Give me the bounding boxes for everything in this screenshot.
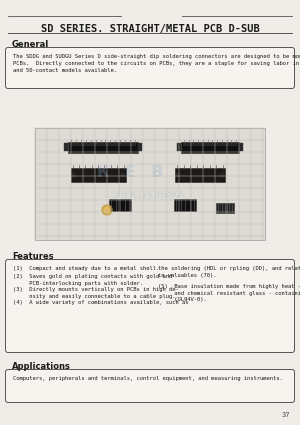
Bar <box>177 143 181 151</box>
Text: The SDDG and SUDGU Series D side-straight dip soldering connectors are designed : The SDDG and SUDGU Series D side-straigh… <box>13 54 300 73</box>
Bar <box>109 199 131 211</box>
Text: (1)  Compact and steady due to a metal shell.: (1) Compact and steady due to a metal sh… <box>13 266 159 271</box>
FancyBboxPatch shape <box>5 48 295 88</box>
Bar <box>175 168 225 182</box>
Circle shape <box>102 205 112 215</box>
Bar <box>239 143 243 151</box>
FancyBboxPatch shape <box>5 369 295 402</box>
Bar <box>64 143 68 151</box>
Text: ЭЛЕКТРОНИКА: ЭЛЕКТРОНИКА <box>111 190 185 200</box>
Bar <box>181 142 239 153</box>
Text: К   Е   В: К Е В <box>97 164 163 179</box>
Bar <box>35 128 265 240</box>
Text: the soldering (HDL or rpling (DD), and relative (DC
in valuables (70).: the soldering (HDL or rpling (DD), and r… <box>158 266 300 278</box>
Text: General: General <box>12 40 49 49</box>
Bar <box>70 168 125 182</box>
Text: (2)  Saves gold on plating contacts with gold and
     PCB-interlocking parts wi: (2) Saves gold on plating contacts with … <box>13 274 172 286</box>
Bar <box>216 203 234 213</box>
Bar <box>70 142 136 146</box>
Text: Features: Features <box>12 252 54 261</box>
Text: SD SERIES. STRAIGHT/METAL PCB D-SUB: SD SERIES. STRAIGHT/METAL PCB D-SUB <box>40 24 260 34</box>
Text: Computers, peripherals and terminals, control equipment, and measuring instrumen: Computers, peripherals and terminals, co… <box>13 376 283 381</box>
Bar <box>174 199 196 211</box>
FancyBboxPatch shape <box>5 260 295 352</box>
Text: (5)  Base insulation made from highly heat - resistant
     and chemical resista: (5) Base insulation made from highly hea… <box>158 284 300 302</box>
Circle shape <box>104 207 110 213</box>
Bar <box>138 143 142 151</box>
Text: 37: 37 <box>281 412 290 418</box>
Bar <box>68 142 138 153</box>
Text: (4)  A wide variety of combinations available, such as: (4) A wide variety of combinations avail… <box>13 300 188 305</box>
Text: Applications: Applications <box>12 362 71 371</box>
Text: (3)  Directly mounts vertically on PCBs in high de-
     nsity and easily connec: (3) Directly mounts vertically on PCBs i… <box>13 287 179 299</box>
Bar <box>183 142 237 146</box>
